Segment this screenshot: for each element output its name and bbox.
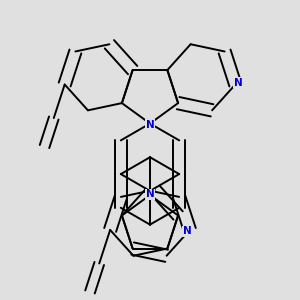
- Text: N: N: [146, 120, 154, 130]
- Text: N: N: [233, 78, 242, 88]
- Text: N: N: [146, 189, 154, 199]
- Text: N: N: [183, 226, 192, 236]
